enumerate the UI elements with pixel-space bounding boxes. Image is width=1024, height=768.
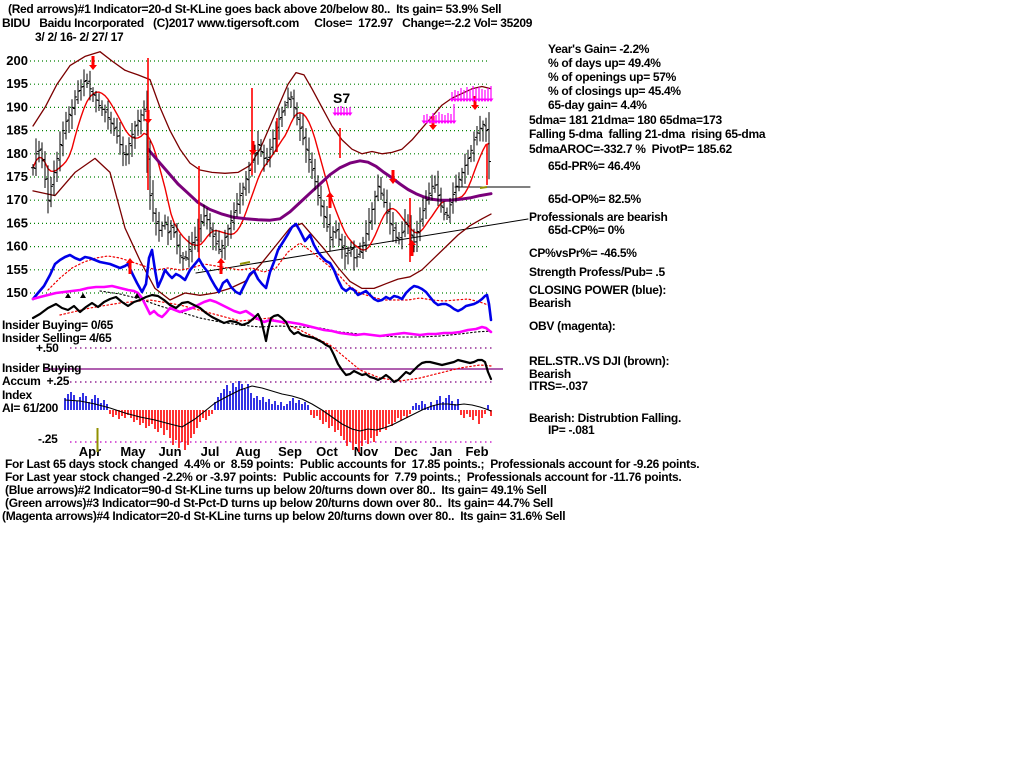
- red-down-arrow-icon: [471, 105, 479, 110]
- x-axis-month-Jun: Jun: [158, 444, 181, 459]
- x-axis-month-Oct: Oct: [316, 444, 338, 459]
- insider-sell-mark-icon: [134, 293, 140, 298]
- stat-line-2: % of openings up= 57%: [548, 70, 677, 84]
- stat-line-1: % of days up= 49.4%: [548, 56, 661, 70]
- y-axis-label-170: 170: [6, 192, 28, 207]
- stat-line-21: IP= -.081: [548, 423, 595, 437]
- closing-power-line: [31, 222, 493, 322]
- left-label-4: Accum +.25: [2, 374, 70, 388]
- x-axis-month-Jul: Jul: [201, 444, 220, 459]
- rel-strength-line: [31, 293, 493, 384]
- stat-line-15: Bearish: [529, 296, 571, 310]
- footer-line-0: For Last 65 days stock changed 4.4% or 8…: [5, 457, 700, 471]
- s7-signal-label: S7: [333, 90, 350, 106]
- stat-line-4: 65-day gain= 4.4%: [548, 98, 647, 112]
- x-axis-month-Nov: Nov: [354, 444, 379, 459]
- y-axis-label-160: 160: [6, 239, 28, 254]
- y-axis-label-150: 150: [6, 285, 28, 300]
- left-label-2: +.50: [36, 341, 59, 355]
- stat-line-9: 65d-OP%= 82.5%: [548, 192, 641, 206]
- left-label-1: Insider Selling= 4/65: [2, 331, 112, 345]
- y-axis-label-175: 175: [6, 169, 28, 184]
- x-axis-month-May: May: [120, 444, 146, 459]
- stat-line-3: % of closings up= 45.4%: [548, 84, 681, 98]
- olive-tick-mark: [479, 186, 488, 189]
- insider-sell-mark-icon: [80, 293, 86, 298]
- y-axis-label-190: 190: [6, 99, 28, 114]
- left-label-6: AI= 61/200: [2, 401, 59, 415]
- red-up-arrow-icon: [408, 240, 416, 245]
- ma65-purple: [146, 147, 493, 222]
- x-axis-month-Feb: Feb: [465, 444, 488, 459]
- ticker-title-line: BIDU Baidu Incorporated (C)2017 www.tige…: [2, 16, 533, 30]
- price-trendline: [195, 218, 529, 274]
- stat-line-10: Professionals are bearish: [529, 210, 668, 224]
- left-label-5: Index: [2, 388, 32, 402]
- left-label-3: Insider Buying: [2, 361, 82, 375]
- red-down-arrow-icon: [429, 125, 437, 130]
- magenta-down-arrow-icon: [451, 120, 457, 124]
- stat-line-18: Bearish: [529, 367, 571, 381]
- olive-tick-mark: [239, 261, 251, 265]
- x-axis-month-Jan: Jan: [430, 444, 452, 459]
- magenta-down-arrow-icon: [488, 98, 494, 102]
- red-down-arrow-icon: [144, 119, 152, 124]
- stat-line-19: ITRS=-.037: [529, 379, 588, 393]
- obv-ma-dotted: [99, 290, 492, 338]
- stat-line-13: Strength Profess/Pub= .5: [529, 265, 665, 279]
- footer-line-3: (Green arrows)#3 Indicator=90-d St-Pct-D…: [5, 496, 553, 510]
- y-axis-label-155: 155: [6, 262, 28, 277]
- y-axis-label-195: 195: [6, 76, 28, 91]
- x-axis-month-Sep: Sep: [278, 444, 302, 459]
- upper-band: [32, 51, 492, 174]
- date-range: 3/ 2/ 16- 2/ 27/ 17: [35, 30, 124, 44]
- y-axis-label-185: 185: [6, 123, 28, 138]
- stat-line-7: 5dmaAROC=-332.7 % PivotP= 185.62: [529, 142, 732, 156]
- footer-line-1: For Last year stock changed -2.2% or -3.…: [5, 470, 682, 484]
- left-label-7: -.25: [38, 432, 58, 446]
- fast-ma-red: [32, 91, 490, 251]
- stat-line-12: CP%vsPr%= -46.5%: [529, 246, 637, 260]
- footer-line-4: (Magenta arrows)#4 Indicator=20-d St-KLi…: [2, 509, 566, 523]
- x-axis-month-Apr: Apr: [79, 444, 101, 459]
- red-up-arrow-icon: [326, 192, 334, 197]
- chart-canvas: 200 195 190 185 180 175 170 165 160 155 150 Apr May J…: [6, 51, 531, 459]
- insider-sell-mark-icon: [65, 293, 71, 298]
- stat-line-5: 5dma= 181 21dma= 180 65dma=173: [529, 113, 722, 127]
- red-down-arrow-icon: [389, 179, 397, 184]
- red-down-arrow-icon: [249, 150, 257, 155]
- stat-line-0: Year's Gain= -2.2%: [548, 42, 650, 56]
- y-axis-label-165: 165: [6, 215, 28, 230]
- stat-line-6: Falling 5-dma falling 21-dma rising 65-d…: [529, 127, 766, 141]
- ai-ma-line: [64, 385, 492, 432]
- red-up-arrow-icon: [126, 258, 134, 263]
- indicator-1-caption: (Red arrows)#1 Indicator=20-d St-KLine g…: [8, 2, 502, 16]
- rs-ma-dotted: [59, 299, 492, 382]
- stat-line-11: 65d-CP%= 0%: [548, 223, 625, 237]
- left-label-0: Insider Buying= 0/65: [2, 318, 114, 332]
- x-axis-month-Aug: Aug: [235, 444, 260, 459]
- red-up-arrow-icon: [217, 258, 225, 263]
- x-axis-month-Dec: Dec: [394, 444, 418, 459]
- red-down-arrow-icon: [89, 65, 97, 70]
- stat-line-17: REL.STR..VS DJI (brown):: [529, 354, 670, 368]
- y-axis-label-200: 200: [6, 53, 28, 68]
- footer-line-2: (Blue arrows)#2 Indicator=90-d St-KLine …: [5, 483, 547, 497]
- stat-line-16: OBV (magenta):: [529, 319, 616, 333]
- stat-line-14: CLOSING POWER (blue):: [529, 283, 667, 297]
- y-axis-label-180: 180: [6, 146, 28, 161]
- stat-line-20: Bearish: Distrubtion Falling.: [529, 411, 681, 425]
- obv-line: [31, 284, 493, 338]
- magenta-down-arrow-icon: [347, 112, 353, 116]
- stat-line-8: 65d-PR%= 46.4%: [548, 159, 641, 173]
